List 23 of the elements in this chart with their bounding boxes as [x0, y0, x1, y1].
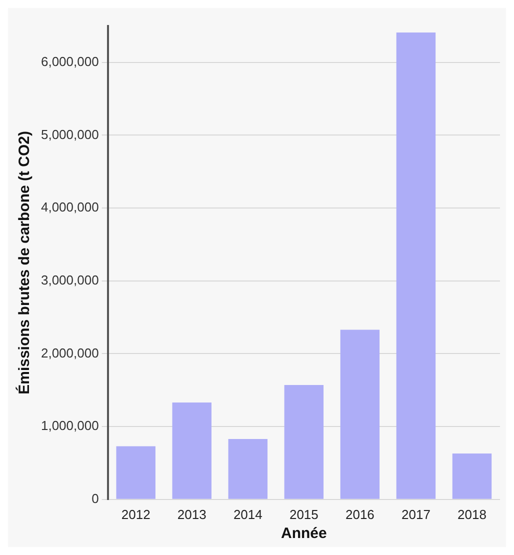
- bar: [228, 438, 268, 499]
- y-axis-title: Émissions brutes de carbone (t CO2): [15, 130, 34, 394]
- bar: [116, 446, 156, 499]
- x-tick-label: 2012: [121, 506, 150, 522]
- x-tick-label: 2016: [345, 506, 374, 522]
- y-tick-label: 2,000,000: [40, 345, 99, 360]
- x-tick-label: 2013: [177, 506, 206, 522]
- bar: [396, 32, 436, 499]
- x-axis-title: Année: [280, 525, 327, 542]
- bar: [172, 402, 212, 499]
- x-tick-label: 2015: [289, 506, 318, 522]
- y-tick-label: 6,000,000: [40, 54, 99, 69]
- x-tick-label: 2017: [402, 506, 430, 522]
- y-tick-label: 5,000,000: [40, 126, 99, 142]
- bar: [340, 330, 380, 499]
- x-tick-label: 2018: [458, 506, 486, 522]
- y-tick-label: 0: [92, 490, 99, 506]
- y-tick-label: 4,000,000: [40, 200, 99, 215]
- y-tick-label: 1,000,000: [40, 418, 99, 434]
- x-tick-label: 2014: [233, 506, 262, 522]
- bar: [452, 454, 492, 499]
- bar: [284, 385, 324, 499]
- y-tick-label: 3,000,000: [40, 272, 99, 288]
